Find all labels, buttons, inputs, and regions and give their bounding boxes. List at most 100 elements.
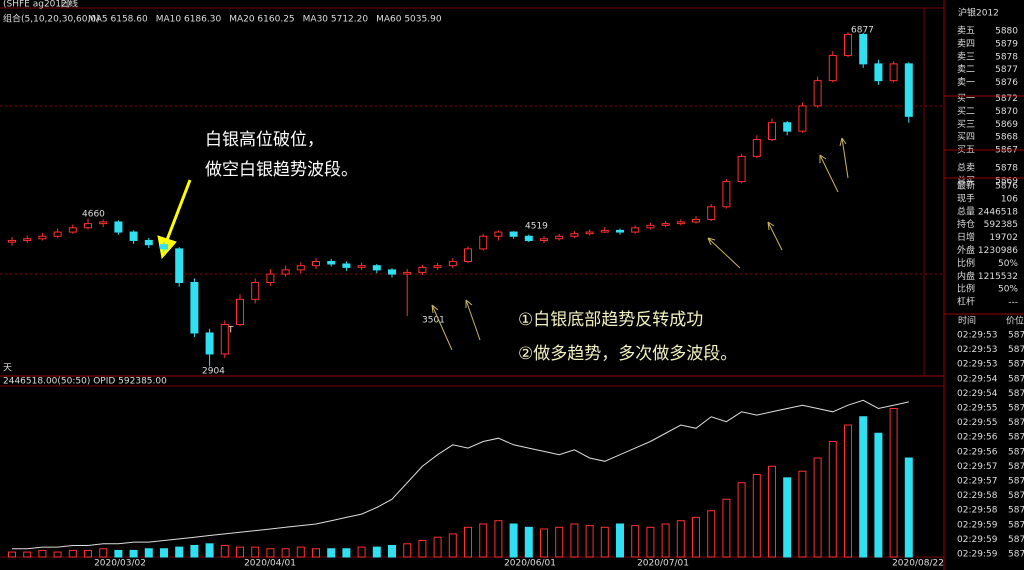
book-label: 总买 (957, 174, 975, 186)
tick-price: 5877 (1008, 345, 1024, 355)
candle-body (236, 298, 244, 326)
volume-bar (38, 549, 47, 558)
candle-body (114, 221, 123, 233)
volume-bar (342, 548, 351, 558)
candle-body (281, 269, 290, 275)
price-label: 3501 (422, 316, 445, 326)
book-label: 卖五 (957, 26, 975, 37)
volume-bar (190, 544, 199, 558)
opid-line (12, 399, 909, 550)
tick-time: 02:29:53 (957, 331, 997, 341)
tick-price: 5876 (1008, 520, 1024, 530)
volume-bar (84, 549, 92, 558)
tick-time: 02:29:59 (957, 550, 998, 560)
book-label: 买一 (957, 93, 975, 104)
volume-bar (175, 546, 184, 558)
tick-time: 02:29:54 (957, 389, 998, 399)
candle-body (524, 235, 533, 241)
volume-bar (464, 526, 472, 558)
tick-price: 5877 (1008, 462, 1024, 472)
volume-bar (251, 546, 260, 558)
date-label: 2020/06/01 (504, 559, 556, 569)
volume-bar (798, 470, 807, 558)
candle-body (296, 265, 305, 271)
candle-body (129, 231, 138, 241)
volume-bar (479, 523, 488, 558)
stat-value: 1230986 (978, 246, 1018, 256)
volume-bar (144, 548, 153, 558)
volume-bar (281, 548, 290, 558)
volume-bar (813, 457, 822, 558)
candle-body (160, 244, 168, 250)
volume-bar (585, 525, 594, 558)
book-label: 卖一 (957, 77, 975, 88)
candle-body (23, 238, 32, 241)
volume-bar (266, 548, 275, 558)
date-label: 2020/08/22 (892, 559, 944, 569)
candle-body (509, 231, 518, 237)
tick-price: 5877 (1008, 374, 1024, 384)
tick-time: 02:29:59 (957, 520, 998, 530)
candle-body (768, 122, 776, 141)
volume-bar (114, 549, 123, 558)
candle-body (38, 235, 47, 240)
candle-body (433, 265, 442, 268)
stat-label: 杠杆 (957, 296, 975, 308)
stat-value: 5876 (995, 182, 1018, 192)
candle-body (844, 33, 852, 56)
stat-value: 50% (998, 285, 1018, 295)
volume-bar (357, 546, 366, 558)
price-label: 4660 (82, 210, 105, 220)
stat-value: 1215532 (978, 272, 1018, 282)
panel-title: 沪银2012 (958, 7, 999, 19)
candle-body (813, 80, 822, 107)
ticks-header: 时间 (958, 315, 976, 327)
candle-body (904, 63, 913, 117)
book-label: 总卖 (957, 162, 975, 174)
period: 日线 (60, 0, 78, 10)
candle-body (84, 223, 92, 229)
volume-bar (768, 465, 776, 558)
candle-body (205, 332, 214, 355)
stat-label: 外盘 (957, 244, 975, 256)
volume-bar (661, 523, 670, 558)
candle-body (494, 231, 503, 237)
candle-body (327, 260, 336, 265)
book-label: 卖四 (957, 38, 975, 49)
book-label: 买四 (957, 132, 975, 143)
volume-bar (494, 520, 503, 558)
volume-bar (722, 498, 731, 558)
volume-bar (524, 526, 533, 558)
volume-bar (448, 533, 457, 558)
candle-body (585, 231, 594, 235)
candle-body (889, 63, 898, 82)
candle-body (631, 227, 640, 233)
tick-price: 5876 (1008, 506, 1024, 516)
book-value: 5877 (995, 65, 1018, 75)
volume-bar (889, 408, 898, 558)
volume-bar (220, 544, 229, 558)
stat-label: 现手 (957, 192, 975, 204)
tick-price: 5877 (1008, 491, 1024, 501)
t-mark: T (227, 326, 234, 336)
candle-body (8, 239, 16, 243)
candle-body (874, 63, 883, 82)
stat-label: 比例 (957, 257, 975, 269)
candle-body (737, 155, 746, 183)
tick-time: 02:29:56 (957, 433, 998, 443)
book-value: 5878 (995, 164, 1018, 174)
candle-body (570, 233, 579, 237)
date-label: 2020/04/01 (244, 559, 296, 569)
tick-price: 5877 (1008, 418, 1024, 428)
volume-bar (99, 548, 108, 558)
candle-body (707, 206, 716, 220)
tick-price: 5877 (1008, 477, 1024, 487)
volume-bar (53, 551, 62, 558)
candle-body (68, 227, 77, 233)
candle-body (676, 221, 685, 225)
volume-bar (570, 523, 579, 558)
tick-price: 5877 (1008, 447, 1024, 457)
stat-value: 2446518 (978, 207, 1018, 217)
stat-label: 最新 (957, 180, 975, 192)
